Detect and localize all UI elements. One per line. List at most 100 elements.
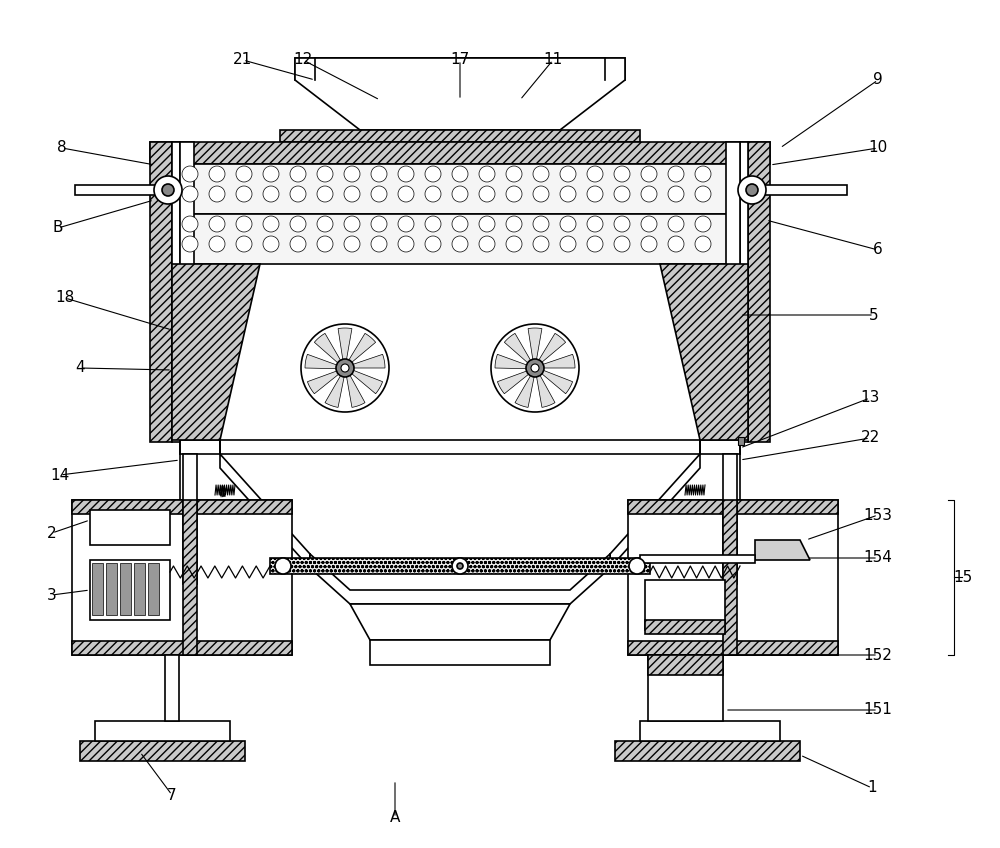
Circle shape: [236, 166, 252, 182]
Circle shape: [479, 186, 495, 202]
Circle shape: [209, 186, 225, 202]
Circle shape: [479, 216, 495, 232]
Polygon shape: [346, 375, 365, 407]
Circle shape: [398, 186, 414, 202]
Circle shape: [614, 216, 630, 232]
Circle shape: [263, 216, 279, 232]
Bar: [270, 558, 650, 574]
Bar: [180, 142, 194, 582]
Circle shape: [587, 166, 603, 182]
Circle shape: [560, 166, 576, 182]
Circle shape: [263, 166, 279, 182]
Bar: [280, 130, 640, 142]
Circle shape: [371, 216, 387, 232]
Text: 2: 2: [47, 526, 57, 540]
Circle shape: [452, 236, 468, 252]
Bar: [148, 563, 159, 615]
Bar: [150, 142, 172, 442]
Circle shape: [526, 359, 544, 377]
Circle shape: [275, 558, 291, 574]
Text: 3: 3: [47, 588, 57, 602]
Circle shape: [506, 216, 522, 232]
Bar: [752, 185, 847, 195]
Circle shape: [506, 236, 522, 252]
Circle shape: [587, 216, 603, 232]
Bar: [92, 563, 103, 615]
Bar: [370, 640, 550, 665]
Bar: [628, 500, 838, 655]
Text: 18: 18: [55, 291, 75, 305]
Polygon shape: [352, 354, 385, 368]
Bar: [72, 641, 292, 655]
Polygon shape: [350, 604, 570, 640]
Circle shape: [209, 216, 225, 232]
Circle shape: [614, 186, 630, 202]
Circle shape: [425, 186, 441, 202]
Circle shape: [290, 186, 306, 202]
Polygon shape: [351, 370, 383, 393]
Circle shape: [587, 186, 603, 202]
Circle shape: [425, 236, 441, 252]
Circle shape: [398, 236, 414, 252]
Bar: [628, 500, 838, 514]
Circle shape: [182, 166, 198, 182]
Bar: [180, 440, 740, 454]
Bar: [90, 510, 170, 545]
Bar: [648, 655, 723, 675]
Polygon shape: [305, 354, 337, 369]
Text: 22: 22: [860, 431, 880, 445]
Circle shape: [641, 236, 657, 252]
Polygon shape: [660, 264, 748, 440]
Bar: [628, 641, 838, 655]
Bar: [120, 563, 131, 615]
Bar: [738, 437, 744, 445]
Circle shape: [182, 236, 198, 252]
Polygon shape: [495, 354, 527, 369]
Circle shape: [301, 324, 389, 412]
Bar: [640, 555, 755, 563]
Text: 10: 10: [868, 141, 888, 155]
Polygon shape: [610, 440, 700, 568]
Circle shape: [398, 216, 414, 232]
Circle shape: [587, 236, 603, 252]
Circle shape: [209, 236, 225, 252]
Bar: [134, 563, 145, 615]
Polygon shape: [172, 264, 260, 440]
Bar: [740, 142, 748, 442]
Circle shape: [182, 216, 198, 232]
Circle shape: [371, 236, 387, 252]
Circle shape: [668, 216, 684, 232]
Circle shape: [452, 216, 468, 232]
Bar: [726, 142, 740, 582]
Circle shape: [641, 166, 657, 182]
Polygon shape: [497, 371, 529, 393]
Bar: [723, 500, 737, 655]
Text: 153: 153: [864, 507, 893, 522]
Circle shape: [371, 186, 387, 202]
Bar: [90, 560, 170, 620]
Bar: [183, 454, 197, 584]
Text: 1: 1: [867, 780, 877, 795]
Circle shape: [236, 236, 252, 252]
Polygon shape: [348, 333, 376, 363]
Circle shape: [668, 236, 684, 252]
Circle shape: [317, 216, 333, 232]
Polygon shape: [314, 333, 341, 364]
Circle shape: [738, 176, 766, 204]
Bar: [295, 58, 625, 80]
Text: 151: 151: [864, 702, 892, 717]
Text: B: B: [53, 220, 63, 236]
Polygon shape: [755, 540, 810, 560]
Circle shape: [641, 186, 657, 202]
Bar: [640, 721, 780, 741]
Text: 12: 12: [293, 53, 313, 68]
Bar: [72, 500, 292, 514]
Circle shape: [533, 186, 549, 202]
Circle shape: [457, 563, 463, 569]
Circle shape: [452, 558, 468, 574]
Polygon shape: [504, 333, 531, 364]
Bar: [615, 741, 800, 761]
Circle shape: [236, 216, 252, 232]
Bar: [95, 721, 230, 741]
Polygon shape: [310, 554, 610, 604]
